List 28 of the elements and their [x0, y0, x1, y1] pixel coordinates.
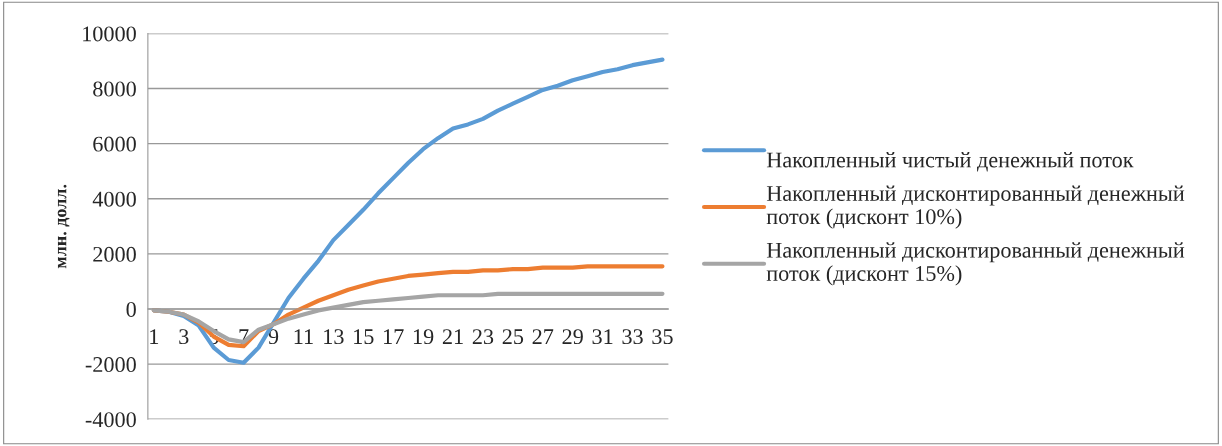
x-tick-label: 9 — [268, 329, 279, 345]
y-tick-label: -2000 — [85, 357, 136, 373]
x-tick-label: 27 — [532, 329, 554, 344]
y-tick-label: 10000 — [83, 26, 136, 42]
y-tick-label: -4000 — [85, 412, 136, 428]
y-tick-label: 4000 — [92, 191, 136, 207]
x-tick-label: 1 — [150, 329, 159, 344]
y-tick-label: 8000 — [93, 81, 136, 97]
x-tick-label: 3 — [179, 329, 189, 345]
x-tick-label: 17 — [384, 329, 404, 344]
x-tick-label: 35 — [652, 329, 673, 345]
y-tick-label: 2000 — [93, 246, 136, 262]
x-tick-label: 15 — [354, 329, 374, 345]
x-tick-label: 23 — [472, 329, 494, 345]
legend-label: Накопленный дисконтированный денежный поток (дисконт 15%) — [766, 242, 1185, 286]
x-tick-label: 31 — [592, 329, 613, 345]
x-tick-label: 33 — [622, 329, 643, 345]
legend-label: Накопленный дисконтированный денежный поток (дисконт 10%) — [766, 185, 1185, 229]
x-tick-label: 13 — [324, 329, 344, 345]
y-tick-label: 0 — [126, 301, 136, 317]
x-tick-label: 29 — [562, 329, 583, 345]
x-tick-label: 25 — [502, 329, 524, 345]
legend-label: Накопленный чистый денежный поток — [766, 152, 1134, 172]
x-tick-label: 19 — [413, 329, 434, 345]
x-tick-label: 21 — [442, 329, 463, 344]
y-tick-label: 6000 — [93, 136, 136, 152]
x-tick-label: 11 — [294, 329, 313, 344]
y-axis-title: млн. долл. — [57, 184, 70, 269]
